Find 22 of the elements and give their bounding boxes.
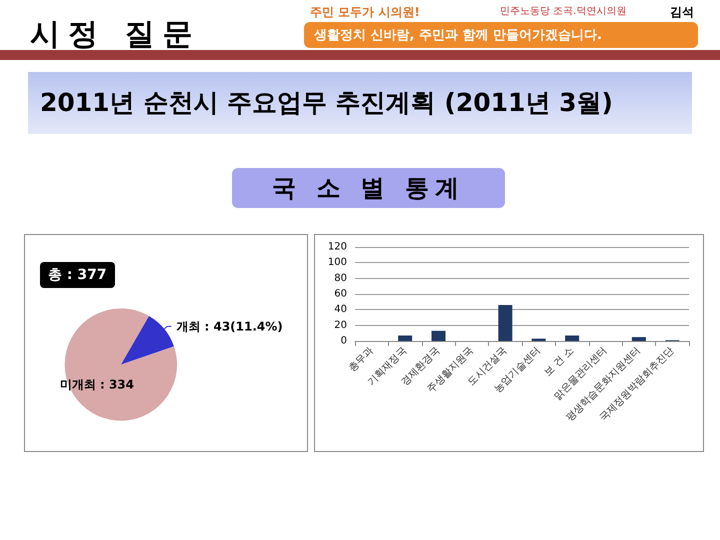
- text: 주민 모두가 시의원!: [310, 4, 420, 21]
- text: 생활정치 신바람, 주민과 함께 만들어가겠습니다.: [304, 22, 698, 48]
- bar: [632, 337, 646, 341]
- bar: [432, 330, 446, 341]
- slice-label: 개최 : 43(11.4%): [176, 319, 283, 334]
- bar: [398, 336, 412, 341]
- bar: [565, 336, 580, 341]
- y-tick-label: 100: [328, 257, 347, 268]
- bar: [498, 304, 512, 341]
- text: 시정 질문: [30, 16, 200, 54]
- text: 국 소 별 통계: [232, 168, 506, 208]
- y-tick-label: 120: [328, 242, 347, 252]
- chart-title: 2011년 순천시 주요업무 추진계획 (2011년 3월): [40, 87, 613, 119]
- text: 총 : 377: [40, 262, 115, 288]
- slice-label: 미개최 : 334: [60, 377, 134, 392]
- y-tick-label: 40: [334, 304, 347, 316]
- y-tick-label: 80: [334, 272, 347, 284]
- y-tick-label: 60: [334, 288, 347, 300]
- y-tick-label: 20: [334, 320, 347, 331]
- y-tick-label: 0: [340, 336, 347, 346]
- text: 김석: [670, 4, 694, 21]
- text: 민주노동당 조곡.덕연시의원: [500, 5, 626, 18]
